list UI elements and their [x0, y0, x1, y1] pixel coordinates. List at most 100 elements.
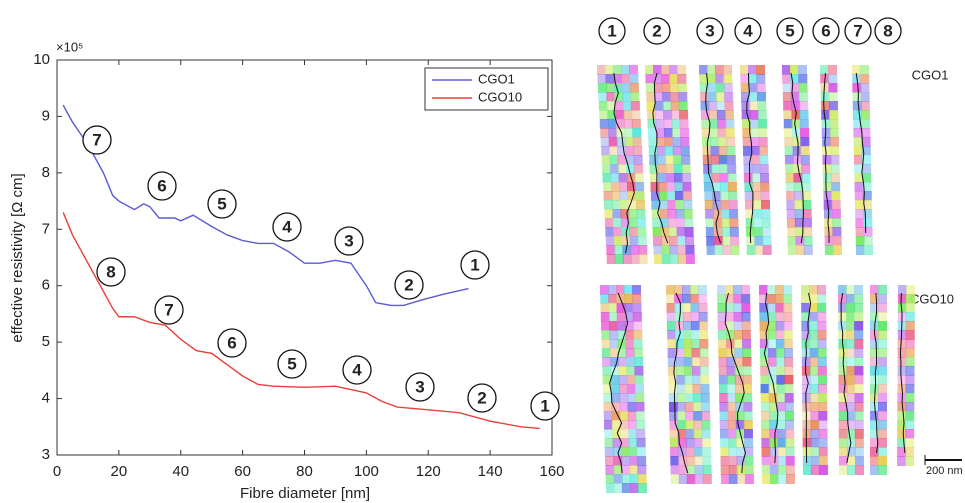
circle	[147, 171, 177, 201]
grain	[863, 209, 873, 219]
grain	[692, 366, 702, 376]
circle	[272, 212, 302, 242]
grain	[742, 348, 752, 358]
grain	[855, 227, 865, 237]
grain	[608, 285, 617, 295]
grain	[704, 191, 714, 201]
grain	[708, 92, 718, 102]
grain	[635, 200, 645, 210]
grain	[761, 438, 771, 448]
grain	[720, 465, 730, 475]
grain	[783, 348, 793, 358]
grain	[711, 173, 721, 183]
grain	[606, 245, 616, 255]
grain	[648, 137, 658, 147]
circled-number: 1	[470, 255, 479, 274]
grain	[802, 191, 812, 201]
grain	[674, 285, 683, 295]
grain	[691, 357, 701, 367]
grain	[632, 128, 642, 138]
x-tick-label: 80	[296, 463, 313, 480]
grain	[838, 312, 848, 322]
grain	[743, 402, 753, 412]
data-line	[62, 104, 469, 307]
grain	[621, 236, 631, 246]
grain	[821, 110, 831, 120]
grain	[707, 65, 716, 75]
grain	[775, 303, 785, 313]
grain	[838, 285, 847, 295]
grain	[616, 137, 626, 147]
grain	[708, 110, 718, 120]
grain	[854, 200, 864, 210]
grain	[743, 393, 753, 403]
grain	[741, 92, 751, 102]
grain	[853, 137, 863, 147]
grain	[854, 402, 864, 412]
grain	[776, 357, 786, 367]
grain	[777, 474, 787, 484]
grain	[757, 92, 767, 102]
grain	[783, 101, 793, 111]
grain	[600, 285, 609, 295]
grain	[810, 402, 820, 412]
grain	[768, 393, 778, 403]
grain	[735, 420, 745, 430]
grain	[694, 456, 704, 466]
grain	[828, 83, 838, 93]
grain	[670, 465, 680, 475]
grain	[616, 285, 625, 295]
grain	[685, 236, 695, 246]
grain	[655, 119, 665, 129]
circled-label: 4	[734, 17, 762, 45]
grain	[598, 92, 608, 102]
grain	[630, 101, 640, 111]
grain	[685, 254, 695, 264]
grain	[759, 339, 769, 349]
x-tick-label: 0	[53, 463, 61, 480]
grain	[636, 447, 646, 457]
grain	[803, 236, 813, 246]
grain	[727, 182, 737, 192]
grain	[666, 191, 676, 201]
grain	[653, 254, 663, 264]
grain	[870, 366, 879, 376]
grain	[628, 420, 638, 430]
grain	[794, 218, 804, 228]
grain	[717, 330, 727, 340]
grain	[728, 200, 738, 210]
grain	[686, 447, 696, 457]
grain	[674, 191, 684, 201]
grain	[761, 474, 771, 484]
grain	[742, 339, 752, 349]
x-tick-label: 120	[416, 463, 441, 480]
grain	[759, 164, 769, 174]
grain	[832, 236, 842, 246]
circled-number: 7	[853, 21, 862, 40]
grain	[852, 92, 862, 102]
circle	[277, 349, 307, 379]
grain	[745, 209, 755, 219]
grain	[616, 312, 626, 322]
grain	[740, 74, 750, 84]
grain	[750, 128, 760, 138]
grain	[817, 321, 827, 331]
grain	[760, 366, 770, 376]
grain	[625, 339, 635, 349]
grain	[838, 447, 848, 457]
grain	[726, 339, 736, 349]
grain	[801, 321, 811, 331]
grain	[744, 173, 754, 183]
grain	[632, 137, 642, 147]
grain	[693, 411, 703, 421]
grain	[741, 330, 751, 340]
grain	[846, 411, 856, 421]
grain	[675, 339, 685, 349]
grain	[852, 83, 862, 93]
grain	[605, 65, 614, 75]
grain	[817, 303, 827, 313]
grain	[734, 348, 744, 358]
grain	[624, 312, 634, 322]
grain	[742, 119, 752, 129]
grain	[719, 164, 729, 174]
